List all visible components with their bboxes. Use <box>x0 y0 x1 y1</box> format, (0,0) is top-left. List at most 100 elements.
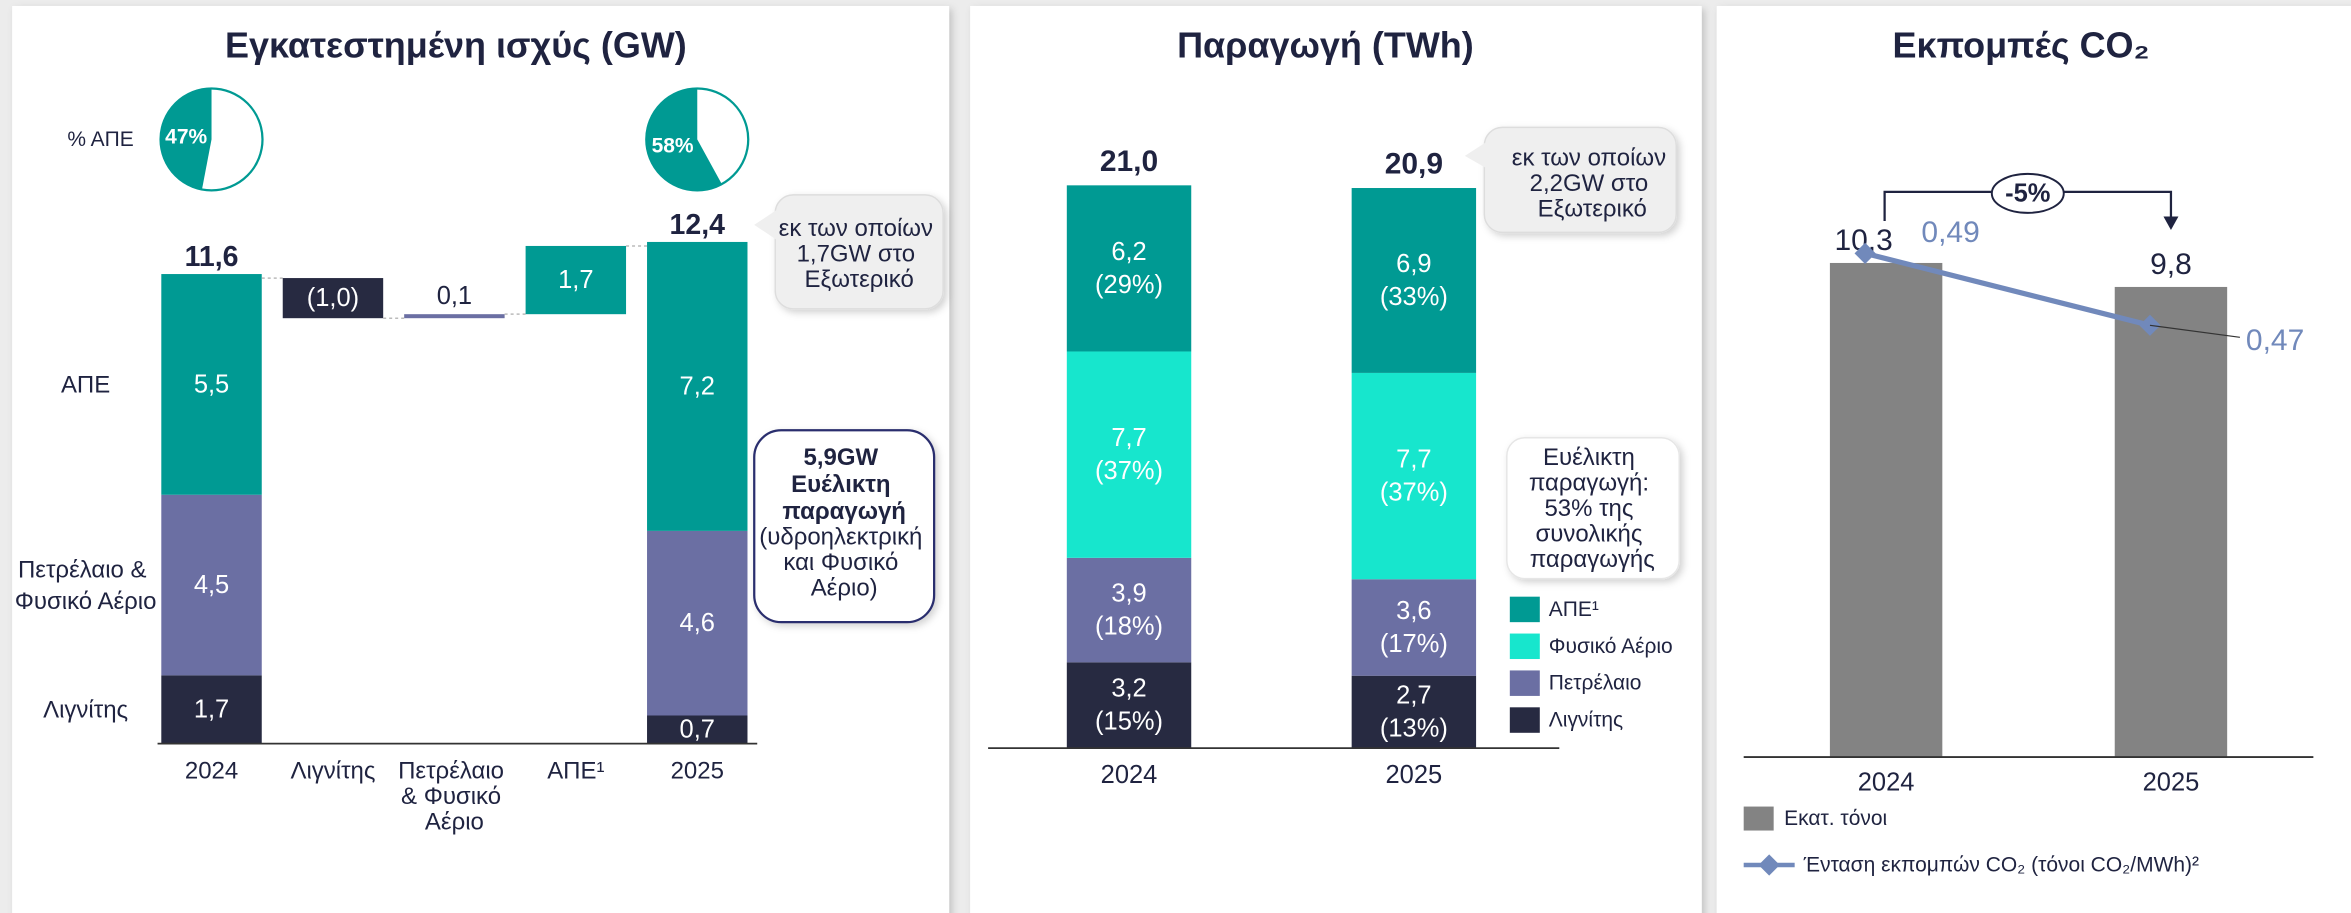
value-label: 0,1 <box>437 282 472 310</box>
value-label: (33%) <box>1380 283 1448 311</box>
pie-label: 47% <box>165 126 207 149</box>
change-bar <box>282 278 384 319</box>
legend-label: Εκατ. τόνοι <box>1784 807 1887 830</box>
text-line: 5,9GW <box>804 444 885 471</box>
pie-wedge <box>646 88 722 191</box>
value-label: 5,5 <box>194 370 229 398</box>
text-line: παραγωγή <box>782 498 906 525</box>
bar-segment <box>1351 188 1477 373</box>
legend-label: ΑΠΕ¹ <box>1549 598 1599 621</box>
pie-wedge <box>160 88 212 190</box>
x-tick-label: 2024 <box>1858 769 1915 797</box>
value-label: 2,7 <box>1396 681 1431 709</box>
bar <box>1829 262 1943 758</box>
legend-label: Φυσικό Αέριο <box>1549 635 1673 658</box>
chart-title: Εκπομπές CO₂ <box>1893 24 2150 65</box>
text-line: συνολικής <box>1535 520 1649 547</box>
panel <box>1716 5 2351 913</box>
row-label: % ΑΠΕ <box>67 128 133 151</box>
value-label: 1,7 <box>194 695 229 723</box>
value-label: (29%) <box>1095 271 1163 299</box>
callout: εκ των οποίων 1,7GW στο Εξωτερικό <box>779 214 940 292</box>
chart-title: Παραγωγή (TWh) <box>1177 24 1474 65</box>
value-label: 7,7 <box>1396 446 1431 474</box>
callout-box <box>1483 126 1677 234</box>
highlight-text: (υδροηλεκτρική και Φυσικό Αέριο) <box>759 523 929 601</box>
callout: εκ των οποίων 2,2GW στο Εξωτερικό <box>1512 144 1673 222</box>
highlight-box <box>1506 437 1680 580</box>
text-line: ΑΠΕ <box>61 371 110 398</box>
value-label: 1,7 <box>558 266 593 294</box>
text-line: Ευέλικτη <box>791 471 897 498</box>
row-label: Πετρέλαιο & Φυσικό Αέριο <box>15 556 157 614</box>
value-label: 7,7 <box>1111 424 1146 452</box>
value-label: (1,0) <box>307 284 359 312</box>
callout-pointer <box>1464 142 1486 168</box>
change-arrow <box>2163 216 2179 230</box>
text-line: Ευέλικτη <box>1543 444 1642 471</box>
change-bar <box>525 245 627 315</box>
x-tick-label: 2025 <box>1386 761 1443 789</box>
change-label: -5% <box>2005 179 2050 207</box>
callout-box <box>774 194 944 310</box>
value-label: 0,49 <box>1921 216 1979 249</box>
value-label: 9,8 <box>2150 248 2192 281</box>
bar-segment <box>1066 185 1192 352</box>
value-label: (37%) <box>1380 479 1448 507</box>
highlight-text: Ευέλικτη παραγωγή: 53% της συνολικής παρ… <box>1529 444 1656 573</box>
total-label: 21,0 <box>1100 145 1158 178</box>
line <box>1864 250 2151 328</box>
text-line: 2025 <box>671 757 724 784</box>
value-label: (37%) <box>1095 457 1163 485</box>
text-line: 2,2GW στο <box>1530 169 1655 196</box>
value-label: (18%) <box>1095 613 1163 641</box>
bar <box>2114 286 2228 758</box>
text-line: Πετρέλαιο <box>398 757 511 784</box>
value-label: 4,5 <box>194 571 229 599</box>
bar-segment <box>1066 351 1192 558</box>
bar-segment <box>647 715 748 744</box>
legend-label: Ένταση εκπομπών CO₂ (τόνοι CO₂/MWh)² <box>1803 854 2199 877</box>
text-line: παραγωγή: <box>1529 469 1656 496</box>
bar-segment <box>1351 675 1477 749</box>
text-line: & Φυσικό <box>401 783 508 810</box>
chart-title: Εγκατεστημένη ισχύς (GW) <box>225 24 687 65</box>
value-label: (17%) <box>1380 630 1448 658</box>
legend-swatch <box>1509 670 1540 696</box>
text-line: (υδροηλεκτρική <box>759 523 929 550</box>
value-label: 7,2 <box>680 372 715 400</box>
text-line: Πετρέλαιο & <box>18 556 153 583</box>
x-tick-label: 2024 <box>185 757 238 784</box>
text-line: παραγωγής <box>1530 546 1655 573</box>
text-line: Εξωτερικό <box>1538 195 1647 222</box>
text-line: Εξωτερικό <box>805 265 914 292</box>
leader-line <box>2149 324 2240 338</box>
value-label: 4,6 <box>680 609 715 637</box>
legend-label: Λιγνίτης <box>1549 709 1623 732</box>
bar-segment <box>647 530 748 716</box>
total-label: 20,9 <box>1385 148 1443 181</box>
callout-pointer <box>754 209 777 240</box>
change-bar <box>404 314 505 319</box>
x-tick-label: 2025 <box>671 757 724 784</box>
bar-segment <box>1351 579 1477 676</box>
text-line: Αέριο <box>425 808 484 835</box>
value-label: 6,2 <box>1111 238 1146 266</box>
x-tick-label: 2024 <box>1101 761 1158 789</box>
x-tick-label: Πετρέλαιο & Φυσικό Αέριο <box>398 757 511 835</box>
legend-marker <box>1758 854 1780 876</box>
line-marker <box>1854 242 1876 264</box>
text-line: εκ των οποίων <box>1512 144 1673 171</box>
text-line: 53% της <box>1544 495 1640 522</box>
text-line: ΑΠΕ¹ <box>547 757 604 784</box>
bar-segment <box>1066 662 1192 749</box>
x-tick-label: Λιγνίτης <box>290 757 375 784</box>
value-label: 3,9 <box>1111 580 1146 608</box>
total-label: 12,4 <box>670 209 726 241</box>
value-label: 0,7 <box>680 716 715 744</box>
value-label: 0,47 <box>2246 324 2304 357</box>
text-line: 2024 <box>185 757 238 784</box>
value-label: (15%) <box>1095 708 1163 736</box>
bar-segment <box>1066 557 1192 663</box>
